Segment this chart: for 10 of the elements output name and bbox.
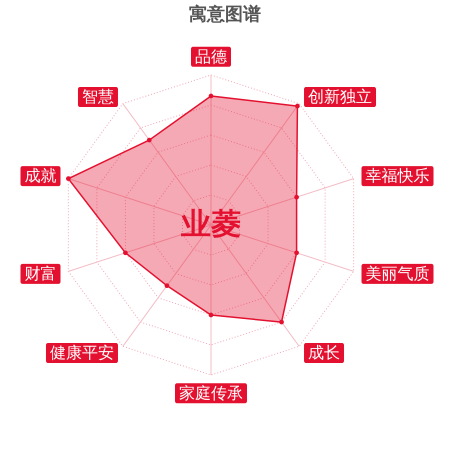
chart-title: 寓意图谱 — [189, 4, 261, 25]
spoke-label: 品德 — [195, 46, 227, 66]
spoke-label: 成长 — [308, 343, 340, 362]
spoke-label: 健康平安 — [50, 343, 114, 362]
spoke-label: 智慧 — [82, 86, 114, 106]
spoke-label: 财富 — [24, 264, 56, 283]
spoke-label: 家庭传承 — [179, 383, 243, 402]
spoke-label: 成就 — [24, 166, 56, 186]
spoke-label: 创新独立 — [308, 86, 372, 106]
text: 业菱 — [180, 207, 241, 242]
